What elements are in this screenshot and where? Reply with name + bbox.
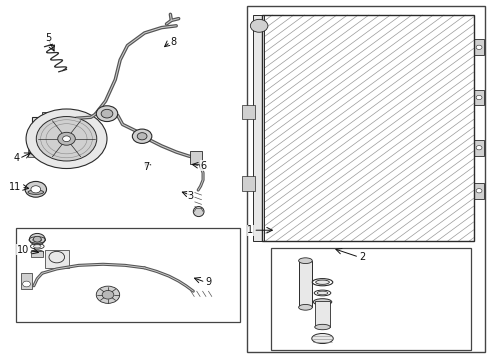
Circle shape bbox=[102, 291, 114, 299]
Bar bbox=[242, 176, 254, 191]
Circle shape bbox=[58, 132, 75, 145]
Bar bbox=[314, 301, 330, 327]
Ellipse shape bbox=[317, 291, 327, 295]
Text: 10: 10 bbox=[17, 245, 29, 255]
Circle shape bbox=[137, 133, 147, 140]
Ellipse shape bbox=[33, 238, 42, 242]
Text: 11: 11 bbox=[9, 182, 21, 192]
Circle shape bbox=[250, 19, 267, 32]
Text: 6: 6 bbox=[200, 161, 206, 171]
Ellipse shape bbox=[313, 299, 331, 305]
Ellipse shape bbox=[315, 280, 329, 284]
Ellipse shape bbox=[314, 324, 330, 330]
Bar bbox=[242, 105, 254, 119]
Bar bbox=[21, 273, 32, 289]
Bar bbox=[44, 250, 69, 268]
Ellipse shape bbox=[311, 333, 332, 343]
Bar bbox=[473, 183, 484, 199]
Text: 3: 3 bbox=[187, 191, 193, 201]
Ellipse shape bbox=[193, 207, 203, 217]
Text: 5: 5 bbox=[45, 33, 51, 43]
Bar bbox=[42, 112, 62, 118]
Bar bbox=[262, 16, 472, 240]
Circle shape bbox=[475, 189, 481, 193]
Ellipse shape bbox=[298, 305, 312, 310]
Bar bbox=[27, 146, 38, 157]
Ellipse shape bbox=[34, 251, 41, 254]
Text: 9: 9 bbox=[205, 277, 211, 287]
Circle shape bbox=[33, 236, 41, 242]
Circle shape bbox=[31, 186, 41, 193]
Circle shape bbox=[36, 117, 97, 161]
Circle shape bbox=[132, 129, 152, 143]
Ellipse shape bbox=[28, 190, 43, 194]
Circle shape bbox=[22, 281, 30, 287]
Ellipse shape bbox=[34, 245, 41, 248]
Text: 8: 8 bbox=[170, 37, 176, 47]
Circle shape bbox=[475, 95, 481, 100]
Bar bbox=[261, 15, 473, 241]
Bar bbox=[271, 248, 470, 350]
Circle shape bbox=[96, 106, 118, 122]
Circle shape bbox=[101, 109, 113, 118]
Bar bbox=[473, 140, 484, 156]
Bar bbox=[252, 15, 263, 241]
Text: 4: 4 bbox=[13, 153, 19, 163]
Bar bbox=[16, 228, 239, 321]
Bar bbox=[298, 261, 312, 307]
Text: 2: 2 bbox=[358, 252, 365, 262]
Circle shape bbox=[475, 145, 481, 150]
Circle shape bbox=[29, 233, 45, 245]
Circle shape bbox=[475, 45, 481, 49]
Bar bbox=[261, 15, 473, 241]
Bar bbox=[189, 151, 201, 164]
Bar bbox=[72, 146, 83, 155]
Text: 7: 7 bbox=[143, 162, 149, 172]
Text: 1: 1 bbox=[246, 225, 253, 235]
Circle shape bbox=[26, 109, 107, 168]
Bar bbox=[473, 40, 484, 55]
Circle shape bbox=[25, 181, 46, 197]
Bar bbox=[31, 251, 43, 257]
Circle shape bbox=[96, 286, 120, 303]
Circle shape bbox=[62, 136, 70, 141]
Bar bbox=[473, 90, 484, 105]
Ellipse shape bbox=[298, 258, 312, 264]
Bar bbox=[246, 6, 484, 352]
Circle shape bbox=[29, 149, 36, 154]
Bar bbox=[32, 117, 74, 153]
